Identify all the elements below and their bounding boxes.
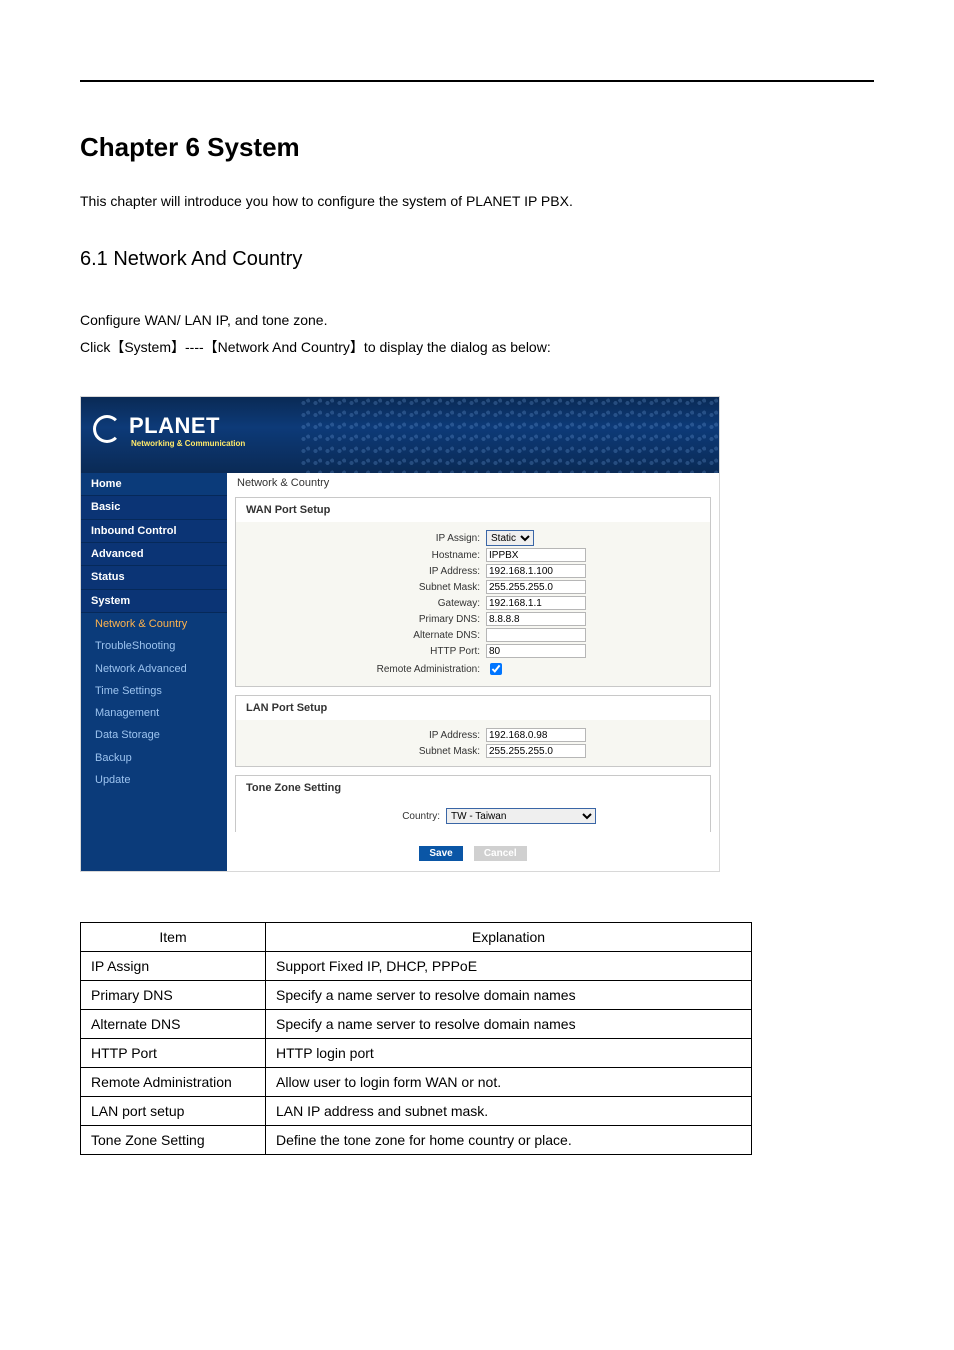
hostname-label: Hostname:	[246, 550, 486, 561]
table-row: HTTP Port HTTP login port	[81, 1039, 752, 1068]
table-cell-item: Alternate DNS	[81, 1010, 266, 1039]
table-cell-item: Remote Administration	[81, 1068, 266, 1097]
wan-ip-input[interactable]	[486, 564, 586, 578]
table-cell-expl: Specify a name server to resolve domain …	[266, 981, 752, 1010]
sidebar-item-network-country[interactable]: Network & Country	[81, 613, 227, 635]
table-cell-item: Tone Zone Setting	[81, 1126, 266, 1155]
ip-assign-select[interactable]: Static	[486, 530, 534, 546]
remote-admin-label: Remote Administration:	[246, 664, 486, 675]
save-button[interactable]: Save	[419, 846, 462, 861]
sidebar-item-data-storage[interactable]: Data Storage	[81, 724, 227, 746]
table-row: Remote Administration Allow user to logi…	[81, 1068, 752, 1097]
table-row: Tone Zone Setting Define the tone zone f…	[81, 1126, 752, 1155]
table-cell-expl: Specify a name server to resolve domain …	[266, 1010, 752, 1039]
wan-heading: WAN Port Setup	[236, 498, 710, 522]
primary-dns-label: Primary DNS:	[246, 614, 486, 625]
lan-port-setup-panel: LAN Port Setup IP Address: Subnet Mask:	[235, 695, 711, 767]
table-row: LAN port setup LAN IP address and subnet…	[81, 1097, 752, 1126]
hostname-input[interactable]	[486, 548, 586, 562]
sidebar-item-home[interactable]: Home	[81, 473, 227, 496]
ip-assign-label: IP Assign:	[246, 533, 486, 544]
sidebar-item-basic[interactable]: Basic	[81, 496, 227, 519]
http-port-input[interactable]	[486, 644, 586, 658]
table-cell-item: HTTP Port	[81, 1039, 266, 1068]
table-header-item: Item	[81, 923, 266, 952]
sidebar-item-inbound[interactable]: Inbound Control	[81, 520, 227, 543]
logo-swirl-icon	[93, 415, 121, 443]
sidebar-item-management[interactable]: Management	[81, 702, 227, 724]
sidebar-item-network-advanced[interactable]: Network Advanced	[81, 658, 227, 680]
table-cell-expl: Allow user to login form WAN or not.	[266, 1068, 752, 1097]
config-screenshot: PLANET Networking & Communication Home B…	[80, 396, 720, 872]
primary-dns-input[interactable]	[486, 612, 586, 626]
brand-name: PLANET	[129, 413, 220, 439]
lan-heading: LAN Port Setup	[236, 696, 710, 720]
http-port-label: HTTP Port:	[246, 646, 486, 657]
table-cell-expl: Support Fixed IP, DHCP, PPPoE	[266, 952, 752, 981]
brand-tagline: Networking & Communication	[131, 439, 245, 448]
sidebar-item-time-settings[interactable]: Time Settings	[81, 680, 227, 702]
gateway-label: Gateway:	[246, 598, 486, 609]
sidebar-item-status[interactable]: Status	[81, 566, 227, 589]
lan-subnet-input[interactable]	[486, 744, 586, 758]
chapter-title: Chapter 6 System	[80, 132, 874, 163]
body-line-2: Click【System】----【Network And Country】to…	[80, 334, 874, 361]
country-label: Country:	[246, 811, 446, 822]
table-cell-item: LAN port setup	[81, 1097, 266, 1126]
table-header-explanation: Explanation	[266, 923, 752, 952]
lan-subnet-label: Subnet Mask:	[246, 746, 486, 757]
tone-zone-panel: Tone Zone Setting Country: TW - Taiwan	[235, 775, 711, 832]
country-select[interactable]: TW - Taiwan	[446, 808, 596, 824]
intro-text: This chapter will introduce you how to c…	[80, 191, 874, 212]
sidebar: Home Basic Inbound Control Advanced Stat…	[81, 473, 227, 871]
wan-subnet-label: Subnet Mask:	[246, 582, 486, 593]
wan-subnet-input[interactable]	[486, 580, 586, 594]
remote-admin-checkbox[interactable]	[490, 663, 502, 675]
sidebar-item-advanced[interactable]: Advanced	[81, 543, 227, 566]
table-cell-expl: LAN IP address and subnet mask.	[266, 1097, 752, 1126]
table-row: IP Assign Support Fixed IP, DHCP, PPPoE	[81, 952, 752, 981]
sidebar-item-backup[interactable]: Backup	[81, 747, 227, 769]
table-row: Primary DNS Specify a name server to res…	[81, 981, 752, 1010]
sidebar-item-troubleshooting[interactable]: TroubleShooting	[81, 635, 227, 657]
cancel-button[interactable]: Cancel	[474, 846, 527, 861]
wan-ip-label: IP Address:	[246, 566, 486, 577]
body-line-1: Configure WAN/ LAN IP, and tone zone.	[80, 307, 874, 334]
screenshot-header: PLANET Networking & Communication	[81, 397, 719, 473]
content-area: Network & Country WAN Port Setup IP Assi…	[227, 473, 719, 871]
table-cell-item: Primary DNS	[81, 981, 266, 1010]
table-cell-item: IP Assign	[81, 952, 266, 981]
breadcrumb: Network & Country	[227, 473, 719, 493]
explanation-table: Item Explanation IP Assign Support Fixed…	[80, 922, 752, 1155]
tone-heading: Tone Zone Setting	[236, 776, 710, 800]
lan-ip-label: IP Address:	[246, 730, 486, 741]
table-row: Alternate DNS Specify a name server to r…	[81, 1010, 752, 1039]
wan-port-setup-panel: WAN Port Setup IP Assign: Static Hostnam	[235, 497, 711, 687]
top-rule	[80, 80, 874, 82]
table-cell-expl: HTTP login port	[266, 1039, 752, 1068]
header-decor	[301, 397, 719, 473]
lan-ip-input[interactable]	[486, 728, 586, 742]
section-title: 6.1 Network And Country	[80, 248, 874, 271]
sidebar-item-system[interactable]: System	[81, 590, 227, 613]
table-cell-expl: Define the tone zone for home country or…	[266, 1126, 752, 1155]
alternate-dns-label: Alternate DNS:	[246, 630, 486, 641]
gateway-input[interactable]	[486, 596, 586, 610]
sidebar-item-update[interactable]: Update	[81, 769, 227, 791]
alternate-dns-input[interactable]	[486, 628, 586, 642]
